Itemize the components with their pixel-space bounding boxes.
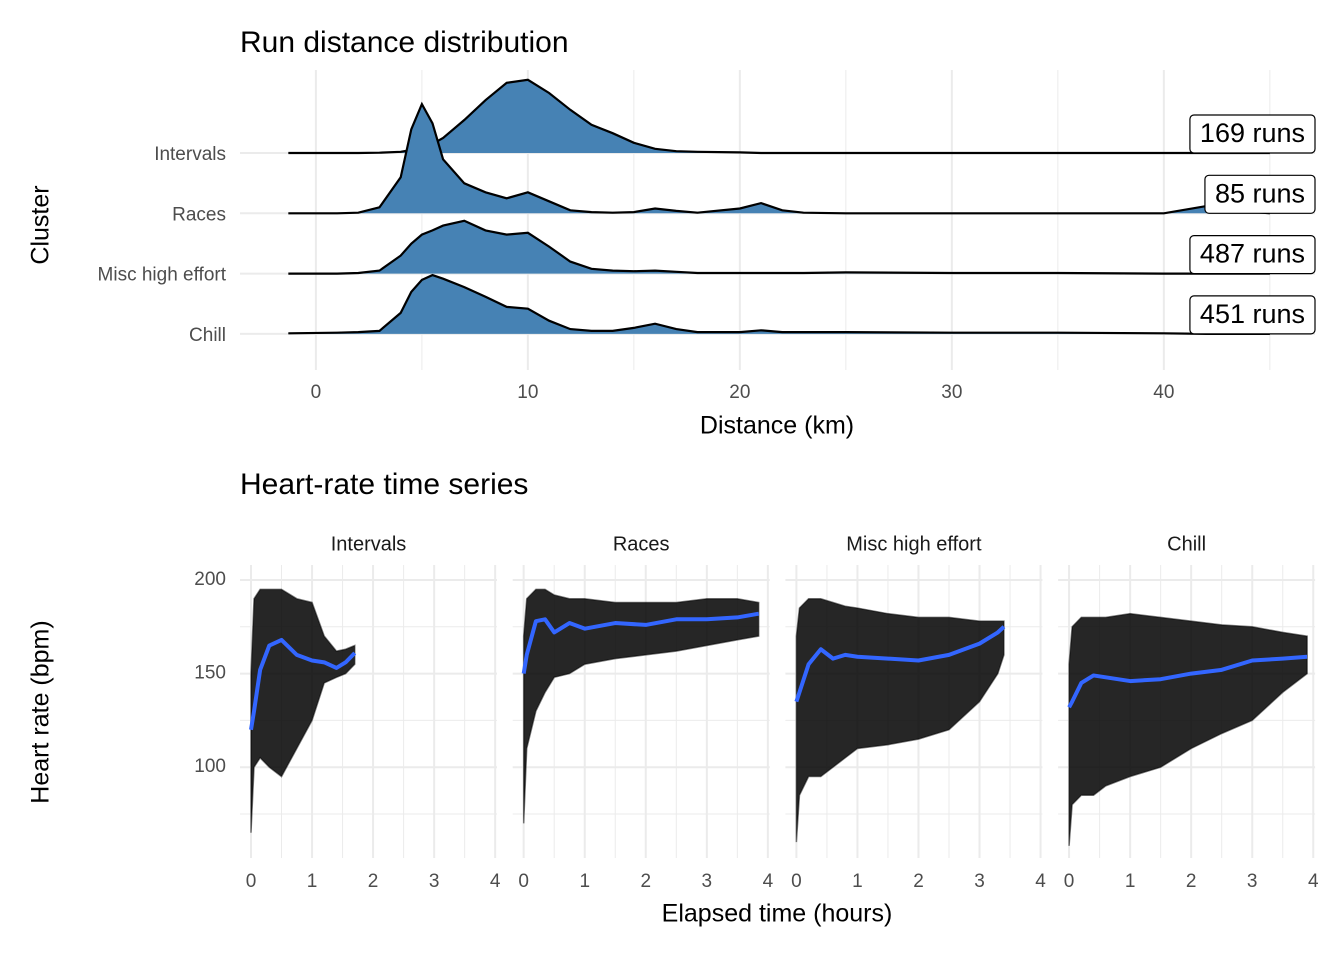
ridge-area bbox=[288, 220, 1270, 274]
count-label-box bbox=[1204, 174, 1316, 214]
x-tick-label: 2 bbox=[913, 871, 924, 892]
ridge-line bbox=[288, 273, 1270, 335]
count-label: 169 runs bbox=[1200, 118, 1305, 148]
ridge-area bbox=[288, 275, 1270, 334]
x-tick-label: 30 bbox=[941, 382, 962, 403]
y-tick-label: Races bbox=[172, 204, 226, 225]
x-tick-label: 3 bbox=[702, 871, 713, 892]
smooth-line bbox=[521, 611, 760, 674]
trace-band bbox=[522, 588, 760, 824]
chart-title: Heart-rate time series bbox=[240, 468, 528, 501]
ridge-area bbox=[288, 79, 1270, 153]
x-tick-label: 3 bbox=[1247, 871, 1258, 892]
trace-band bbox=[795, 597, 1005, 843]
y-tick-label: 100 bbox=[194, 756, 226, 777]
y-axis-title: Cluster bbox=[27, 185, 55, 264]
facet-label: Intervals bbox=[331, 533, 407, 555]
x-tick-label: 2 bbox=[368, 871, 379, 892]
smooth-line bbox=[1067, 654, 1308, 709]
x-tick-label: 1 bbox=[852, 871, 863, 892]
count-label: 451 runs bbox=[1200, 299, 1305, 329]
x-tick-label: 4 bbox=[763, 871, 774, 892]
x-tick-label: 4 bbox=[1035, 871, 1046, 892]
x-tick-label: 0 bbox=[518, 871, 529, 892]
trace-band bbox=[250, 588, 356, 833]
x-tick-label: 40 bbox=[1153, 382, 1174, 403]
x-tick-label: 1 bbox=[1125, 871, 1136, 892]
ridge-line bbox=[288, 101, 1270, 215]
x-tick-label: 0 bbox=[791, 871, 802, 892]
smooth-line bbox=[249, 637, 357, 731]
x-tick-label: 3 bbox=[974, 871, 985, 892]
facet-label: Races bbox=[613, 533, 670, 555]
count-label: 85 runs bbox=[1215, 178, 1305, 208]
x-tick-label: 2 bbox=[640, 871, 651, 892]
y-tick-label: 150 bbox=[194, 663, 226, 684]
facet-label: Chill bbox=[1167, 533, 1206, 555]
x-tick-label: 20 bbox=[729, 382, 750, 403]
x-axis-title: Elapsed time (hours) bbox=[662, 900, 893, 928]
x-tick-label: 4 bbox=[1308, 871, 1319, 892]
smooth-line bbox=[794, 625, 1006, 703]
count-label-box bbox=[1189, 295, 1316, 335]
y-axis-title: Heart rate (bpm) bbox=[27, 620, 55, 803]
x-tick-label: 2 bbox=[1186, 871, 1197, 892]
count-label-box bbox=[1189, 235, 1316, 275]
x-axis-title: Distance (km) bbox=[700, 412, 854, 440]
x-tick-label: 0 bbox=[311, 382, 322, 403]
y-tick-label: 200 bbox=[194, 569, 226, 590]
y-tick-label: Chill bbox=[189, 325, 226, 346]
y-tick-label: Intervals bbox=[154, 144, 226, 165]
y-tick-label: Misc high effort bbox=[98, 265, 227, 286]
x-tick-label: 1 bbox=[307, 871, 318, 892]
ridge-area bbox=[288, 104, 1270, 214]
x-tick-label: 0 bbox=[1064, 871, 1075, 892]
trace-band bbox=[1068, 612, 1308, 846]
x-tick-label: 3 bbox=[429, 871, 440, 892]
x-tick-label: 0 bbox=[246, 871, 257, 892]
count-label-box bbox=[1189, 114, 1316, 154]
x-tick-label: 4 bbox=[490, 871, 501, 892]
facet-label: Misc high effort bbox=[846, 533, 982, 555]
x-tick-label: 10 bbox=[517, 382, 538, 403]
count-label: 487 runs bbox=[1200, 239, 1305, 269]
x-tick-label: 1 bbox=[579, 871, 590, 892]
chart-title: Run distance distribution bbox=[240, 26, 569, 59]
ridge-line bbox=[288, 219, 1270, 275]
